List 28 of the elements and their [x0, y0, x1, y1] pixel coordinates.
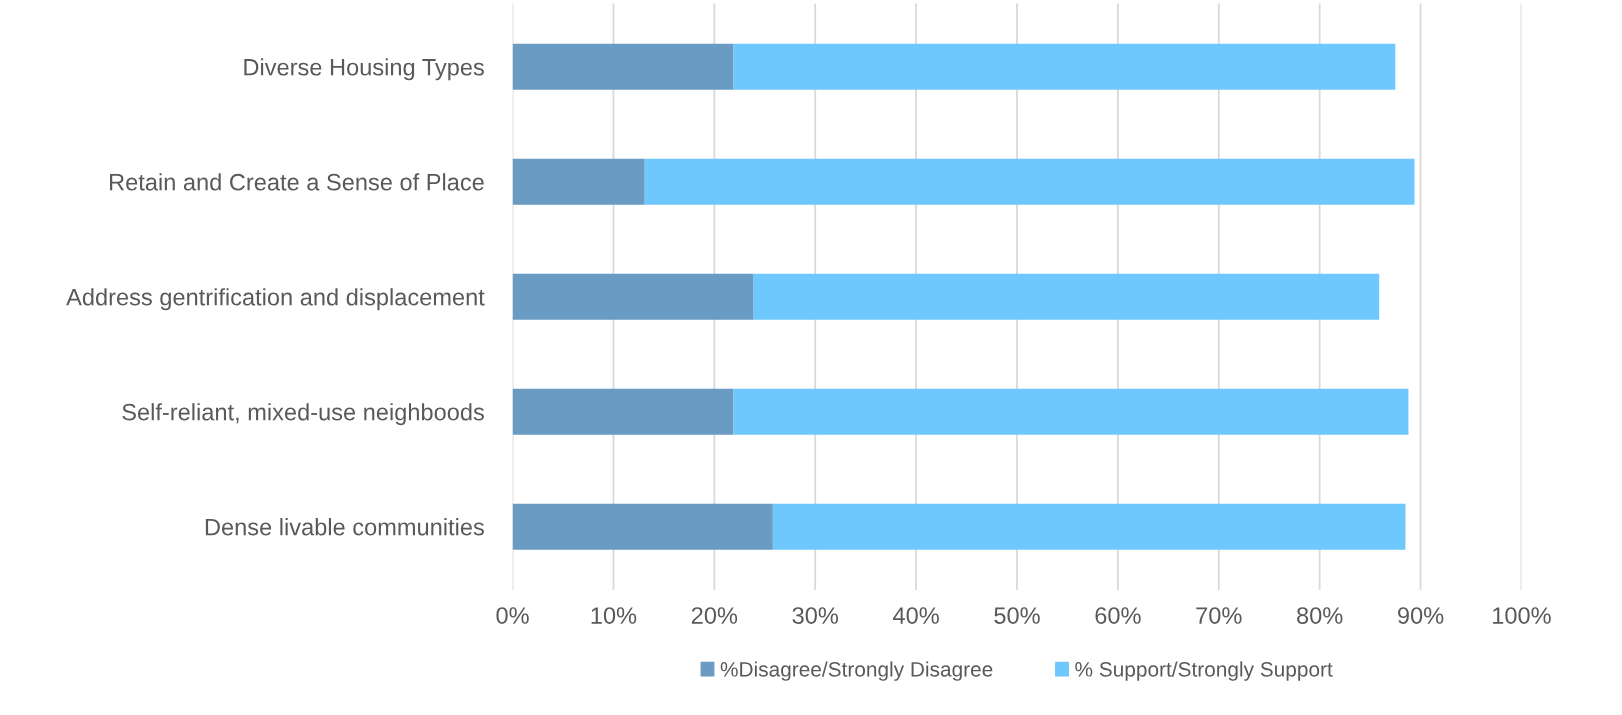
x-tick-label: 80% — [1297, 607, 1343, 624]
y-tick-label: Dense livable communities — [205, 518, 484, 536]
bar — [753, 273, 1380, 320]
bar — [644, 158, 1415, 205]
y-tick-label: Retain and Create a Sense of Place — [110, 173, 484, 191]
bar — [772, 503, 1406, 550]
x-tick-label: 70% — [1196, 607, 1242, 624]
x-tick-label: 50% — [994, 607, 1040, 624]
x-tick-label: 10% — [591, 607, 637, 624]
x-tick-label: 60% — [1095, 607, 1141, 624]
bar — [512, 158, 645, 205]
bar — [512, 388, 734, 435]
x-tick-label: 30% — [792, 607, 839, 624]
legend-label: %Disagree/Strongly Disagree — [720, 661, 993, 681]
bar — [733, 43, 1396, 90]
x-tick-label: 40% — [893, 607, 939, 624]
y-tick-label: Self-reliant, mixed-use neighboods — [122, 403, 484, 426]
bar — [512, 503, 773, 550]
x-tick-label: 100% — [1493, 607, 1551, 624]
bar — [512, 273, 754, 320]
y-tick-label: Diverse Housing Types — [244, 58, 484, 81]
x-tick-label: 90% — [1398, 607, 1444, 624]
bar — [733, 388, 1409, 435]
x-tick-label: 20% — [691, 607, 738, 624]
y-tick-label: Address gentrification and displacement — [66, 288, 485, 311]
x-tick-label: 0% — [496, 607, 529, 624]
legend-label: % Support/Strongly Support — [1075, 661, 1333, 681]
bar — [512, 43, 734, 90]
